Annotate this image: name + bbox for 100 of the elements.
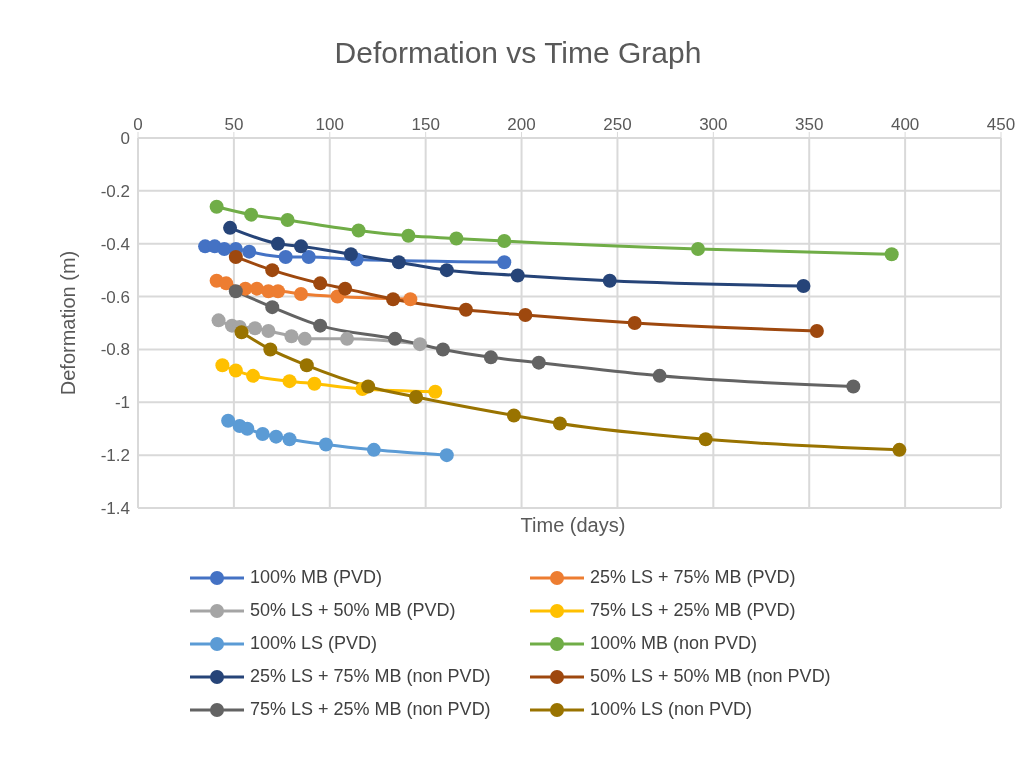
point: [428, 384, 443, 399]
point: [219, 276, 234, 291]
point: [255, 427, 270, 441]
y-tick-label: -0.6: [100, 287, 130, 307]
x-tick-label: 250: [603, 115, 632, 134]
legend-label: 75% LS + 25% MB (non PVD): [250, 699, 491, 720]
point: [247, 321, 262, 336]
point: [282, 432, 297, 447]
point: [386, 292, 401, 307]
point: [278, 249, 293, 264]
point: [299, 358, 314, 373]
point: [366, 442, 381, 457]
legend-label: 100% MB (non PVD): [590, 633, 758, 654]
point: [294, 239, 309, 254]
point: [297, 331, 312, 346]
point: [412, 337, 427, 352]
point: [242, 244, 257, 259]
legend-label: 50% LS + 50% MB (PVD): [250, 600, 456, 621]
legend-label: 100% LS (PVD): [250, 633, 378, 654]
point: [265, 263, 280, 278]
point: [244, 207, 259, 222]
point: [282, 374, 297, 389]
x-tick-label: 150: [411, 115, 440, 134]
y-tick-label: -0.8: [100, 340, 130, 360]
point: [246, 368, 261, 383]
point: [318, 437, 333, 452]
point: [552, 416, 567, 431]
point: [627, 316, 642, 330]
point: [338, 281, 353, 296]
point: [602, 273, 617, 288]
point: [458, 302, 473, 317]
point: [884, 247, 899, 262]
point: [846, 379, 861, 394]
x-axis-title: Time (days): [520, 514, 626, 536]
point: [240, 421, 255, 436]
point: [313, 318, 328, 333]
point: [234, 325, 249, 340]
y-axis-title: Deformation (m): [57, 250, 80, 396]
point: [307, 376, 322, 391]
point: [215, 358, 230, 373]
point: [209, 199, 224, 214]
legend-label: 75% LS + 25% MB (PVD): [590, 600, 796, 621]
point: [796, 279, 811, 293]
point: [269, 429, 284, 444]
point: [531, 355, 546, 370]
legend-label: 100% MB (PVD): [250, 567, 383, 588]
point: [221, 413, 236, 428]
point: [301, 249, 316, 264]
point: [313, 276, 328, 291]
point: [435, 342, 450, 357]
point: [439, 448, 454, 463]
point: [280, 212, 295, 227]
point: [271, 284, 285, 299]
y-tick-label: -1: [114, 393, 130, 413]
point: [343, 247, 358, 262]
x-tick-label: 200: [507, 115, 536, 134]
y-tick-label: -1.4: [100, 499, 130, 519]
point: [690, 242, 705, 256]
legend-label: 50% LS + 50% MB (non PVD): [590, 666, 831, 687]
point: [403, 292, 418, 307]
point: [271, 236, 285, 251]
x-tick-label: 100: [315, 115, 344, 134]
legend-label: 100% LS (non PVD): [590, 699, 753, 720]
y-tick-label: 0: [120, 129, 130, 149]
point: [652, 368, 667, 383]
point: [483, 350, 498, 365]
chart-title: Deformation vs Time Graph: [333, 35, 703, 71]
x-tick-label: 0: [133, 115, 143, 134]
point: [228, 249, 243, 264]
legend-label: 25% LS + 75% MB (PVD): [590, 567, 796, 588]
point: [518, 308, 533, 323]
point: [892, 442, 907, 457]
point: [223, 220, 238, 235]
point: [217, 242, 232, 256]
point: [387, 331, 402, 346]
point: [698, 432, 713, 447]
point: [439, 263, 454, 278]
point: [249, 281, 264, 296]
point: [401, 228, 416, 243]
point: [284, 329, 299, 344]
point: [809, 323, 824, 338]
point: [409, 390, 424, 404]
point: [497, 234, 512, 249]
legend-label: 25% LS + 75% MB (non PVD): [250, 666, 491, 687]
x-tick-label: 450: [986, 115, 1016, 134]
point: [228, 363, 243, 378]
point: [265, 300, 280, 315]
point: [449, 231, 464, 246]
y-tick-label: -0.4: [100, 234, 130, 254]
point: [361, 379, 376, 394]
point: [497, 255, 512, 270]
point: [294, 286, 309, 301]
point: [351, 223, 366, 238]
x-tick-label: 400: [890, 115, 920, 134]
point: [263, 342, 278, 357]
point: [340, 331, 355, 346]
point: [510, 268, 525, 283]
point: [391, 255, 406, 270]
y-tick-label: -1.2: [100, 446, 130, 466]
x-tick-label: 50: [224, 115, 244, 134]
